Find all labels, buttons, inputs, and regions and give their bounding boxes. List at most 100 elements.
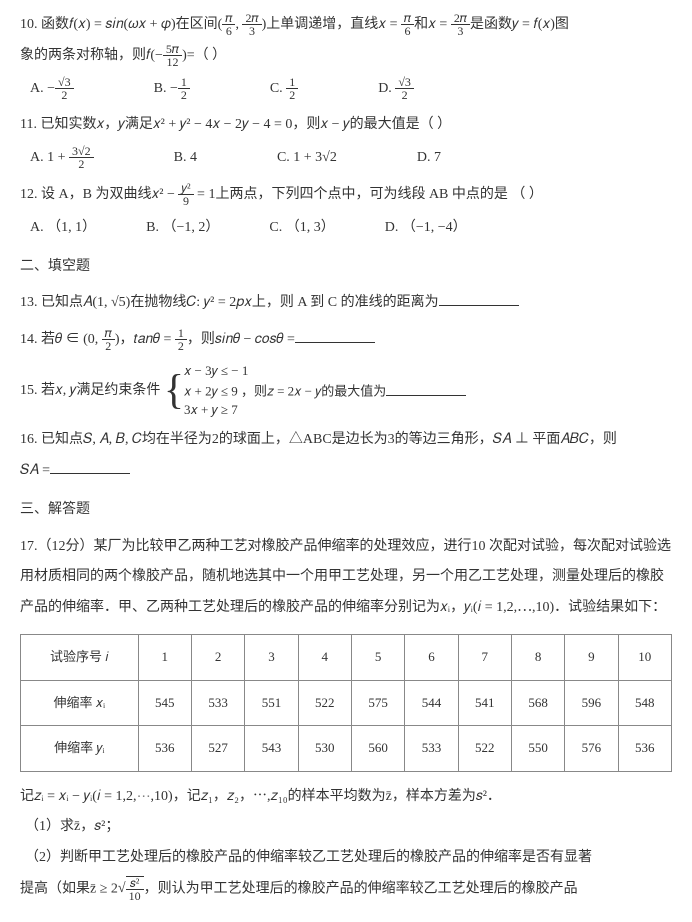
q14-t3: ，则𝑠𝑖𝑛𝜃 − 𝑐𝑜𝑠𝜃 = (187, 332, 295, 347)
q10-t1: 函数𝑓(𝑥) = 𝑠𝑖𝑛(𝜔𝑥 + 𝜑)在区间( (41, 17, 222, 32)
q12-choice-d: D. （−1, −4） (385, 213, 467, 244)
q10-choice-a: A. −√32 (30, 74, 74, 105)
q17-table: 试验序号 𝑖 1 2 3 4 5 6 7 8 9 10 伸缩率 𝑥ᵢ 545 5… (20, 634, 672, 772)
q10-choice-d: D. √32 (378, 74, 414, 105)
q15-line1: 𝑥 − 3𝑦 ≤ − 1 (184, 363, 248, 378)
q17-part2-line1: （2）判断甲工艺处理后的橡胶产品的伸缩率较乙工艺处理后的橡胶产品的伸缩率是否有显… (20, 843, 672, 874)
q11-choice-b: B. 4 (174, 143, 197, 174)
r1-4: 522 (298, 680, 351, 726)
q10-comma1: , (235, 17, 242, 32)
q10-t4: 是函数𝑦 = 𝑓(𝑥)图 (470, 17, 569, 32)
q14-number: 14. (20, 332, 38, 347)
q12-choice-b: B. （−1, 2） (146, 213, 219, 244)
q10-choice-c: C. 12 (270, 74, 298, 105)
q17-sqrt-frac: 𝑠²10 (126, 876, 144, 902)
question-14: 14. 若𝜃 ∈ (0, 𝜋2)，𝑡𝑎𝑛𝜃 = 12，则𝑠𝑖𝑛𝜃 − 𝑐𝑜𝑠𝜃 … (20, 325, 672, 356)
th-1: 1 (138, 634, 191, 680)
r2-5: 560 (351, 726, 404, 772)
q10-frac4: 2𝜋3 (451, 12, 470, 37)
q15-t1: 若𝑥, 𝑦满足约束条件 (38, 383, 161, 398)
q10-frac3: 𝜋6 (401, 12, 414, 37)
q11-text: 11. 已知实数𝑥，𝑦满足𝑥² + 𝑦² − 4𝑥 − 2𝑦 − 4 = 0，则… (20, 110, 672, 141)
q17-t2: 记𝑧ᵢ = 𝑥ᵢ − 𝑦ᵢ(𝑖 = 1,2,⋯,10)，记𝑧₁，𝑧₂，⋯,𝑧₁₀… (20, 782, 672, 813)
q16-line2: 𝑆𝐴 = (20, 456, 672, 487)
q11-number: 11. (20, 117, 37, 132)
q10-frac2: 2𝜋3 (242, 12, 261, 37)
question-11: 11. 已知实数𝑥，𝑦满足𝑥² + 𝑦² − 4𝑥 − 2𝑦 − 4 = 0，则… (20, 110, 672, 174)
q12-number: 12. (20, 187, 38, 202)
q17-part2-line2: 提高（如果z̄ ≥ 2√𝑠²10，则认为甲工艺处理后的橡胶产品的伸缩率较乙工艺处… (20, 874, 672, 905)
q10-t3: 和𝑥 = (414, 17, 451, 32)
question-16: 16. 已知点𝑆, 𝐴, 𝐵, 𝐶均在半径为2的球面上，△ABC是边长为3的等边… (20, 425, 672, 487)
q17-part1: （1）求z̄，𝑠²； (20, 812, 672, 843)
q17-p2c: ，则认为甲工艺处理后的橡胶产品的伸缩率较乙工艺处理后的橡胶产品 (144, 882, 578, 897)
section-fill-blank: 二、填空题 (20, 252, 672, 283)
r1-8: 568 (511, 680, 564, 726)
r2-9: 576 (565, 726, 618, 772)
q10-t6: )=（ ） (182, 48, 226, 63)
question-13: 13. 已知点𝐴(1, √5)在抛物线𝐶: 𝑦² = 2𝑝𝑥上，则 A 到 C … (20, 288, 672, 319)
q10-number: 10. (20, 17, 38, 32)
q14-frac1: 𝜋2 (102, 327, 115, 352)
r1-0: 伸缩率 𝑥ᵢ (21, 680, 139, 726)
section-answer: 三、解答题 (20, 495, 672, 526)
q15-system: { 𝑥 − 3𝑦 ≤ − 1 𝑥 + 2𝑦 ≤ 9 ，则𝑧 = 2𝑥 − 𝑦的最… (164, 362, 466, 419)
th-10: 10 (618, 634, 671, 680)
sqrt-icon: √ (118, 874, 126, 905)
q16-blank (50, 457, 130, 474)
r1-1: 545 (138, 680, 191, 726)
r1-3: 551 (245, 680, 298, 726)
q12-choice-a: A. （1, 1） (30, 213, 96, 244)
th-3: 3 (245, 634, 298, 680)
th-9: 9 (565, 634, 618, 680)
r2-8: 550 (511, 726, 564, 772)
q17-number: 17. (20, 539, 38, 554)
q12-frac: 𝑦²9 (178, 182, 193, 207)
r1-5: 575 (351, 680, 404, 726)
q15-line3: 3𝑥 + 𝑦 ≥ 7 (184, 402, 238, 417)
q11-choice-c: C. 1 + 3√2 (277, 143, 337, 174)
q16-t2: 𝑆𝐴 = (20, 463, 50, 478)
q13-blank (439, 290, 519, 307)
q12-choice-c: C. （1, 3） (269, 213, 334, 244)
r1-6: 544 (405, 680, 458, 726)
q17-points: （12分） (38, 539, 94, 554)
question-17: 17.（12分）某厂为比较甲乙两种工艺对橡胶产品伸缩率的处理效应，进行10 次配… (20, 532, 672, 906)
th-2: 2 (191, 634, 244, 680)
q14-t1: 若𝜃 ∈ (0, (38, 332, 102, 347)
r1-7: 541 (458, 680, 511, 726)
r2-7: 522 (458, 726, 511, 772)
q10-choices: A. −√32 B. −12 C. 12 D. √32 (20, 74, 672, 105)
question-12: 12. 设 A，B 为双曲线𝑥² − 𝑦²9 = 1上两点，下列四个点中，可为线… (20, 180, 672, 244)
r2-0: 伸缩率 𝑦ᵢ (21, 726, 139, 772)
q10-t2: )上单调递增，直线𝑥 = (262, 17, 401, 32)
r2-1: 536 (138, 726, 191, 772)
q10-t5: 象的两条对称轴，则𝑓(− (20, 48, 163, 63)
r2-3: 543 (245, 726, 298, 772)
q12-choices: A. （1, 1） B. （−1, 2） C. （1, 3） D. （−1, −… (20, 213, 672, 244)
table-row-y: 伸缩率 𝑦ᵢ 536 527 543 530 560 533 522 550 5… (21, 726, 672, 772)
question-15: 15. 若𝑥, 𝑦满足约束条件 { 𝑥 − 3𝑦 ≤ − 1 𝑥 + 2𝑦 ≤ … (20, 362, 672, 419)
q12-t2: = 1上两点，下列四个点中，可为线段 AB 中点的是 （ ） (194, 187, 543, 202)
r1-2: 533 (191, 680, 244, 726)
q17-intro: 17.（12分）某厂为比较甲乙两种工艺对橡胶产品伸缩率的处理效应，进行10 次配… (20, 532, 672, 624)
q11-choices: A. 1 + 3√22 B. 4 C. 1 + 3√2 D. 7 (20, 143, 672, 174)
table-row-x: 伸缩率 𝑥ᵢ 545 533 551 522 575 544 541 568 5… (21, 680, 672, 726)
r1-9: 596 (565, 680, 618, 726)
q15-number: 15. (20, 383, 38, 398)
q15-blank (386, 380, 466, 396)
q13-number: 13. (20, 295, 38, 310)
r2-10: 536 (618, 726, 671, 772)
q12-text: 12. 设 A，B 为双曲线𝑥² − 𝑦²9 = 1上两点，下列四个点中，可为线… (20, 180, 672, 211)
table-header-row: 试验序号 𝑖 1 2 3 4 5 6 7 8 9 10 (21, 634, 672, 680)
q10-choice-b: B. −12 (154, 74, 190, 105)
th-5: 5 (351, 634, 404, 680)
q16-number: 16. (20, 432, 38, 447)
q10-frac5: 5𝜋12 (163, 43, 182, 68)
r2-6: 533 (405, 726, 458, 772)
r2-2: 527 (191, 726, 244, 772)
th-8: 8 (511, 634, 564, 680)
q12-t1: 设 A，B 为双曲线𝑥² − (38, 187, 179, 202)
q17-p2b: 提高（如果z̄ ≥ 2 (20, 882, 118, 897)
q11-choice-a: A. 1 + 3√22 (30, 143, 94, 174)
